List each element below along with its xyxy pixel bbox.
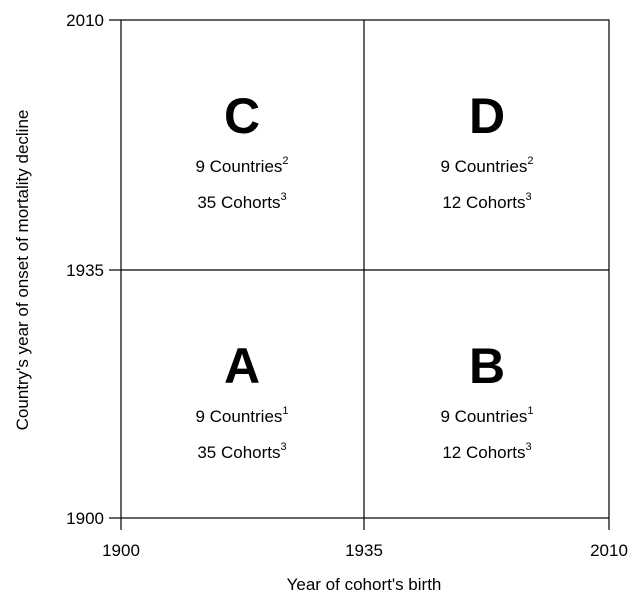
quadrant-letter: D — [469, 88, 505, 144]
quadrant-countries: 9 Countries2 — [440, 155, 533, 176]
countries-note: 2 — [527, 155, 533, 167]
quadrant-countries: 9 Countries1 — [195, 405, 288, 426]
countries-note: 1 — [527, 405, 533, 417]
cohorts-note: 3 — [526, 191, 532, 203]
cohorts-text: 12 Cohorts — [442, 193, 525, 212]
quadrant-cohorts: 35 Cohorts3 — [197, 191, 286, 212]
quadrant-cohorts: 35 Cohorts3 — [197, 441, 286, 462]
x-tick-label: 1900 — [102, 541, 140, 560]
countries-text: 9 Countries — [195, 407, 282, 426]
quadrant-cohorts: 12 Cohorts3 — [442, 191, 531, 212]
quadrant-letter: B — [469, 338, 505, 394]
y-axis-label: Country's year of onset of mortality dec… — [13, 110, 32, 431]
cohorts-text: 35 Cohorts — [197, 193, 280, 212]
frame — [120, 19, 610, 519]
cohorts-text: 35 Cohorts — [197, 443, 280, 462]
cohorts-note: 3 — [281, 441, 287, 453]
cohorts-note: 3 — [281, 191, 287, 203]
y-tick-label: 1900 — [66, 509, 104, 528]
cohorts-note: 3 — [526, 441, 532, 453]
countries-text: 9 Countries — [440, 157, 527, 176]
y-tick-label: 2010 — [66, 11, 104, 30]
x-tick-label: 2010 — [590, 541, 628, 560]
countries-text: 9 Countries — [440, 407, 527, 426]
quadrant-letter: A — [224, 338, 260, 394]
cohorts-text: 12 Cohorts — [442, 443, 525, 462]
x-tick-label: 1935 — [345, 541, 383, 560]
quadrant-countries: 9 Countries1 — [440, 405, 533, 426]
x-axis-label: Year of cohort's birth — [287, 575, 442, 594]
countries-note: 2 — [282, 155, 288, 167]
quadrant-countries: 9 Countries2 — [195, 155, 288, 176]
y-tick-label: 1935 — [66, 261, 104, 280]
countries-text: 9 Countries — [195, 157, 282, 176]
quadrant-cohorts: 12 Cohorts3 — [442, 441, 531, 462]
countries-note: 1 — [282, 405, 288, 417]
quadrant-letter: C — [224, 88, 260, 144]
